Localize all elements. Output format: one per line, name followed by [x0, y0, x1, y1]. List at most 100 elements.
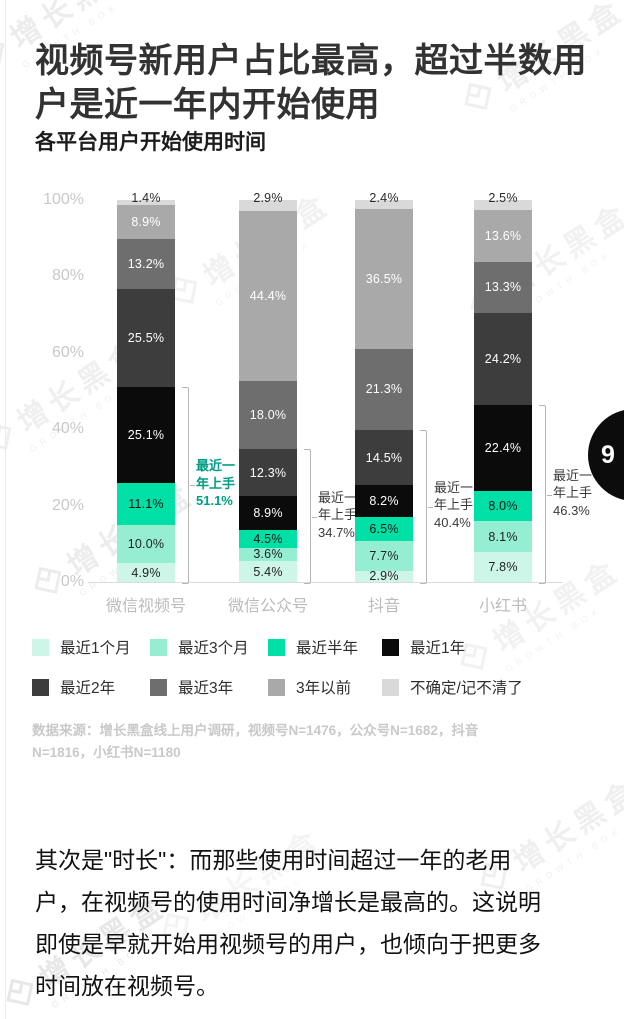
annotation-bracket	[304, 449, 317, 584]
bar-segment: 12.3%	[239, 449, 297, 497]
legend-item: 3年以前	[268, 676, 351, 698]
legend-label: 最近1个月	[60, 640, 131, 657]
segment-value-label: 13.2%	[127, 257, 165, 272]
annotation-bracket	[182, 386, 195, 584]
bar-segment: 8.1%	[474, 521, 532, 553]
bar-segment: 4.5%	[239, 530, 297, 548]
segment-value-label: 10.0%	[127, 537, 165, 552]
legend-item: 不确定/记不清了	[382, 676, 523, 698]
segment-value-label: 25.5%	[127, 331, 165, 346]
segment-value-label: 13.6%	[484, 228, 522, 243]
bar-segment: 6.5%	[355, 516, 413, 542]
bar-segment: 3.6%	[239, 547, 297, 562]
bar-segment: 2.9%	[355, 569, 413, 584]
segment-value-label: 13.3%	[484, 280, 522, 295]
bar-segment: 4.9%	[117, 563, 175, 582]
y-axis-tick: 20%	[51, 496, 84, 514]
segment-value-label: 4.5%	[253, 531, 283, 546]
segment-value-label: 2.9%	[253, 190, 283, 205]
legend-item: 最近1个月	[32, 636, 131, 658]
segment-value-label: 21.3%	[365, 382, 403, 397]
legend-label: 最近1年	[410, 640, 466, 657]
bar-segment: 2.4%	[355, 192, 413, 210]
segment-value-label: 7.8%	[488, 560, 518, 575]
legend-item: 最近1年	[382, 636, 465, 658]
bar-segment: 8.9%	[239, 496, 297, 531]
bar-segment: 2.9%	[239, 192, 297, 212]
bar-segment: 36.5%	[355, 209, 413, 349]
bar-抖音: 2.4% 36.5% 21.3% 14.5% 8.2% 6.5% 7.7% 2.9%	[355, 192, 413, 584]
legend-label: 最近3年	[178, 680, 234, 697]
legend-swatch	[382, 678, 399, 696]
segment-value-label: 1.4%	[131, 190, 161, 205]
bar-segment: 18.0%	[239, 380, 297, 450]
y-axis-tick: 0%	[60, 573, 84, 590]
annotation-label: 最近一 年上手 46.3%	[553, 467, 593, 518]
legend-swatch	[150, 638, 167, 656]
x-axis-label: 微信公众号	[227, 598, 308, 615]
segment-value-label: 8.9%	[131, 214, 161, 229]
bar-segment: 14.5%	[355, 429, 413, 486]
bar-segment: 7.8%	[474, 552, 532, 582]
bar-segment: 7.7%	[355, 541, 413, 571]
page-edge-divider	[5, 0, 6, 1019]
annotation-label: 最近一 年上手 34.7%	[318, 489, 358, 540]
chart-title: 各平台用户开始使用时间	[35, 131, 266, 154]
legend-swatch	[268, 638, 285, 656]
segment-value-label: 8.0%	[488, 498, 518, 513]
bar-segment: 8.0%	[474, 490, 532, 522]
y-axis-tick: 100%	[43, 191, 84, 208]
x-axis-label: 抖音	[367, 598, 400, 615]
annotation-label: 最近一 年上手 51.1%	[196, 458, 236, 509]
segment-value-label: 2.9%	[369, 569, 399, 584]
segment-value-label: 18.0%	[249, 408, 287, 423]
segment-value-label: 2.4%	[369, 190, 399, 205]
segment-value-label: 2.5%	[488, 191, 518, 206]
bar-segment: 24.2%	[474, 312, 532, 406]
legend-item: 最近3个月	[150, 636, 249, 658]
bar-segment: 5.4%	[239, 561, 297, 582]
legend-item: 最近半年	[268, 636, 358, 658]
data-source-note: 数据来源：增长黑盒线上用户调研，视频号N=1476，公众号N=1682，抖音 N…	[32, 723, 479, 760]
page-number: 9	[601, 440, 615, 469]
legend-swatch	[32, 678, 49, 696]
legend-swatch	[382, 638, 399, 656]
legend-swatch	[268, 678, 285, 696]
segment-value-label: 22.4%	[484, 440, 522, 455]
segment-value-label: 6.5%	[369, 522, 399, 537]
page-title: 视频号新用户占比最高，超过半数用 户是近一年内开始使用	[35, 41, 587, 124]
segment-value-label: 3.6%	[253, 547, 283, 562]
y-axis-tick: 80%	[51, 267, 84, 285]
bar-小红书: 2.5% 13.6% 13.3% 24.2% 22.4% 8.0% 8.1% 7.8%	[474, 192, 532, 582]
legend-item: 最近2年	[32, 676, 115, 698]
segment-value-label: 5.4%	[253, 564, 283, 579]
annotation-label: 最近一 年上手 40.4%	[434, 479, 474, 530]
segment-value-label: 7.7%	[369, 549, 399, 564]
segment-value-label: 4.9%	[131, 565, 161, 580]
legend-label: 3年以前	[296, 680, 352, 697]
bar-segment: 10.0%	[117, 525, 175, 564]
bar-segment: 13.3%	[474, 261, 532, 313]
legend-item: 最近3年	[150, 676, 233, 698]
bar-segment: 22.4%	[474, 405, 532, 491]
bar-微信视频号: 1.4% 8.9% 13.2% 25.5% 25.1% 11.1% 10.0% 4.9%	[117, 191, 175, 582]
segment-value-label: 14.5%	[365, 450, 403, 465]
segment-value-label: 12.3%	[249, 465, 287, 480]
segment-value-label: 8.9%	[253, 506, 283, 521]
body-paragraph: 其次是"时长"：而那些使用时间超过一年的老用 户，在视频号的使用时间净增长是最高…	[35, 847, 541, 999]
x-axis-label: 微信视频号	[105, 598, 186, 615]
x-axis-line	[88, 582, 563, 583]
bar-segment: 25.5%	[117, 289, 175, 387]
bar-segment: 44.4%	[239, 211, 297, 381]
growthbox-logo-icon	[0, 38, 5, 66]
bar-segment: 8.9%	[117, 204, 175, 239]
bar-segment: 21.3%	[355, 348, 413, 430]
segment-value-label: 36.5%	[365, 271, 403, 286]
legend-swatch	[32, 638, 49, 656]
annotation-bracket	[420, 429, 433, 584]
y-axis-tick: 60%	[51, 343, 84, 361]
legend-swatch	[150, 678, 167, 696]
bar-segment: 13.6%	[474, 209, 532, 262]
legend-label: 不确定/记不清了	[410, 680, 523, 697]
